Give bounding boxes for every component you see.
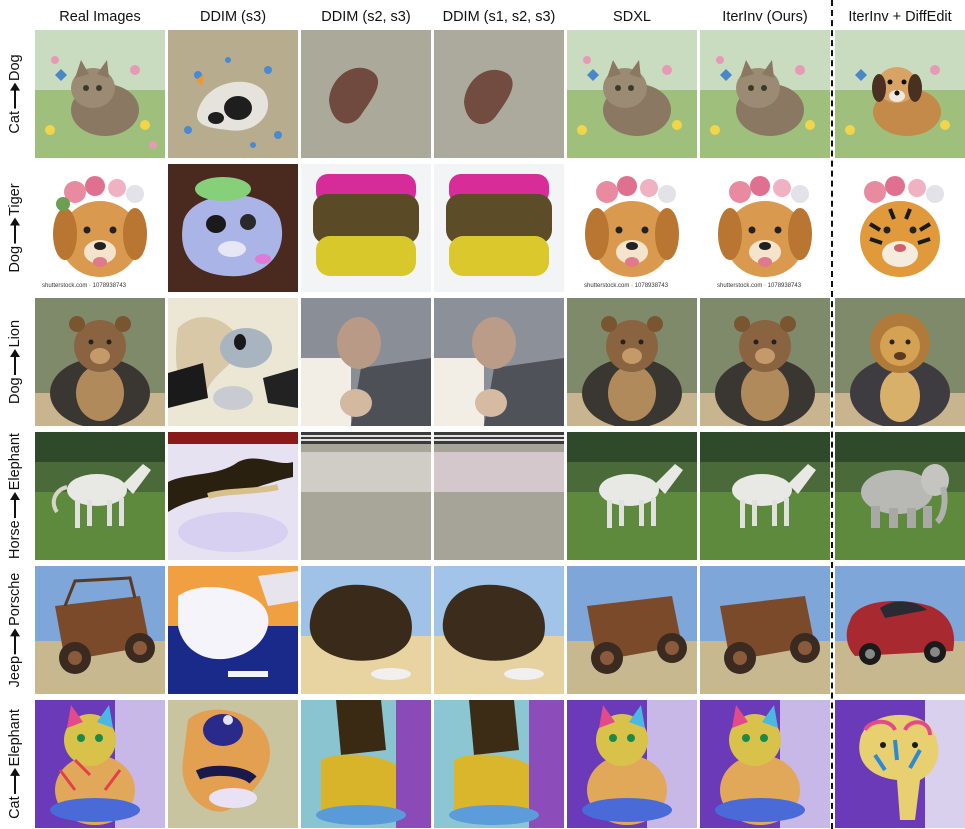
image-sdxl-row2 — [567, 164, 697, 292]
image-ddim-s1-s2-s3-row6 — [434, 700, 564, 828]
image-ddim-s1-s2-s3-row2 — [434, 164, 564, 292]
image-iterinv-diffedit-tiger — [835, 164, 965, 292]
column-header-ddim-s3: DDIM (s3) — [199, 9, 267, 25]
image-iterinv-row6 — [700, 700, 830, 828]
image-iterinv-diffedit-elephant-colorful — [835, 700, 965, 828]
image-ddim-s2-s3-row3 — [301, 298, 431, 426]
row-source-label: Cat — [7, 111, 23, 134]
image-ddim-s3-row2 — [168, 164, 298, 292]
image-iterinv-diffedit-lion — [835, 298, 965, 426]
image-ddim-s2-s3-row5 — [301, 566, 431, 694]
image-ddim-s3-row6 — [168, 700, 298, 828]
column-divider — [831, 0, 833, 829]
image-ddim-s1-s2-s3-row3 — [434, 298, 564, 426]
image-sdxl-row5 — [567, 566, 697, 694]
column-header-ddim-s2-s3: DDIM (s2, s3) — [321, 9, 411, 25]
image-iterinv-row1 — [700, 30, 830, 158]
image-iterinv-diffedit-dog — [835, 30, 965, 158]
row-target-label: Dog — [7, 54, 23, 82]
image-ddim-s3-row1 — [168, 30, 298, 158]
image-sdxl-row1 — [567, 30, 697, 158]
watermark-sdxl: shutterstock.com · 1078938743 — [584, 283, 669, 289]
row-label-dog-tiger: Dog Tiger — [0, 164, 30, 292]
row-target-label: Porsche — [7, 572, 23, 626]
image-sdxl-row6 — [567, 700, 697, 828]
image-ddim-s2-s3-row1 — [301, 30, 431, 158]
column-header-iterinv: IterInv (Ours) — [722, 9, 808, 25]
row-target-label: Tiger — [7, 183, 23, 216]
image-ddim-s1-s2-s3-row1 — [434, 30, 564, 158]
image-iterinv-row5 — [700, 566, 830, 694]
image-ddim-s3-row5 — [168, 566, 298, 694]
image-real-rusty-jeep — [35, 566, 165, 694]
right-arrow-icon — [10, 218, 20, 244]
image-sdxl-row4 — [567, 432, 697, 560]
image-iterinv-diffedit-porsche — [835, 566, 965, 694]
watermark-iterinv: shutterstock.com · 1078938743 — [717, 283, 802, 289]
row-source-label: Jeep — [7, 655, 23, 688]
right-arrow-icon — [10, 83, 20, 109]
column-header-iterinv-diffedit: IterInv + DiffEdit — [848, 9, 952, 25]
row-source-label: Dog — [7, 245, 23, 273]
row-label-horse-elephant: Horse Elephant — [0, 432, 30, 560]
watermark-real: shutterstock.com · 1078938743 — [42, 283, 127, 289]
row-label-dog-lion: Dog Lion — [0, 298, 30, 426]
row-label-jeep-porsche: Jeep Porsche — [0, 566, 30, 694]
row-target-label: Elephant — [7, 709, 23, 767]
image-ddim-s3-row4 — [168, 432, 298, 560]
image-ddim-s1-s2-s3-row5 — [434, 566, 564, 694]
image-ddim-s3-row3 — [168, 298, 298, 426]
row-source-label: Horse — [7, 520, 23, 559]
image-ddim-s1-s2-s3-row4 — [434, 432, 564, 560]
image-ddim-s2-s3-row4 — [301, 432, 431, 560]
right-arrow-icon — [10, 349, 20, 375]
image-iterinv-row3 — [700, 298, 830, 426]
image-iterinv-diffedit-elephant — [835, 432, 965, 560]
right-arrow-icon — [10, 768, 20, 794]
row-source-label: Dog — [7, 377, 23, 405]
image-sdxl-row3 — [567, 298, 697, 426]
image-real-cat-in-flowers — [35, 30, 165, 158]
row-label-cat-dog: Cat Dog — [0, 30, 30, 158]
column-header-ddim-s1-s2-s3: DDIM (s1, s2, s3) — [442, 9, 556, 25]
right-arrow-icon — [10, 492, 20, 518]
image-ddim-s2-s3-row2 — [301, 164, 431, 292]
column-header-sdxl: SDXL — [613, 9, 651, 25]
row-target-label: Lion — [7, 319, 23, 348]
column-header-real-images: Real Images — [59, 9, 141, 25]
image-iterinv-row4 — [700, 432, 830, 560]
row-label-cat-elephant: Cat Elephant — [0, 700, 30, 828]
image-real-bear-statue — [35, 298, 165, 426]
image-real-white-horse — [35, 432, 165, 560]
image-iterinv-row2 — [700, 164, 830, 292]
image-real-colorful-cat — [35, 700, 165, 828]
row-source-label: Cat — [7, 796, 23, 819]
row-target-label: Elephant — [7, 433, 23, 491]
image-ddim-s2-s3-row6 — [301, 700, 431, 828]
right-arrow-icon — [10, 628, 20, 654]
image-real-dog-flower-crown — [35, 164, 165, 292]
